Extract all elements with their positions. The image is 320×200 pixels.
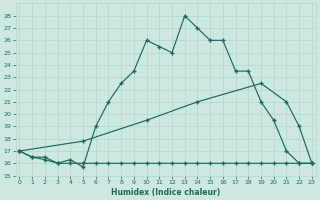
X-axis label: Humidex (Indice chaleur): Humidex (Indice chaleur) — [111, 188, 220, 197]
